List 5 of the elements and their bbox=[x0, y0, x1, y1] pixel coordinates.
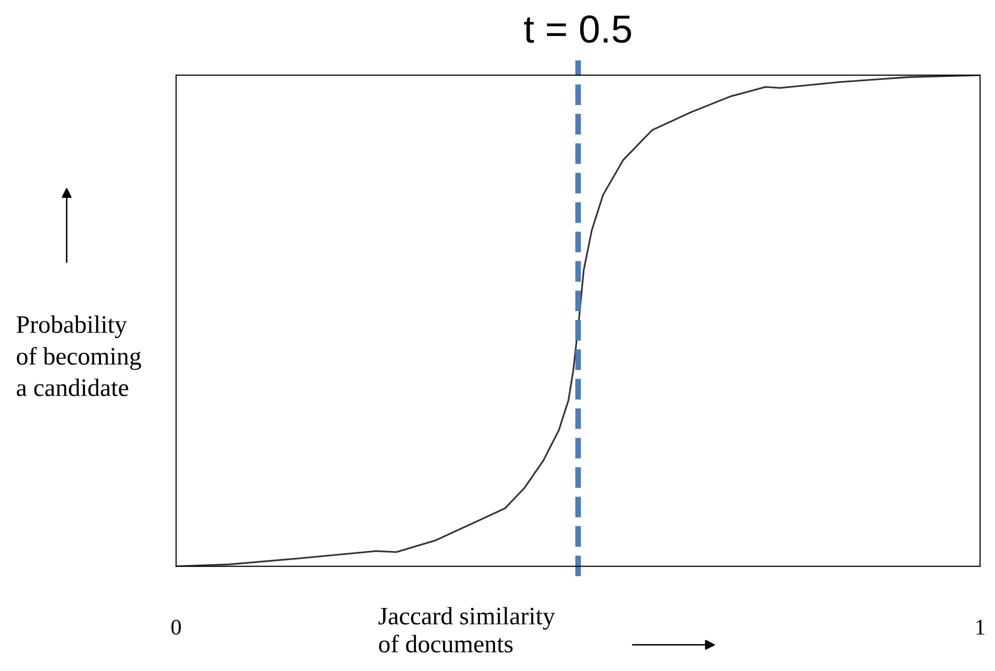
ref-line-label: t = 0.5 bbox=[524, 15, 632, 43]
x-axis-title: Jaccard similarity of documents bbox=[378, 606, 556, 652]
x-tick-label: 1 bbox=[976, 620, 984, 635]
y-axis-title: Probability of becoming a candidate bbox=[16, 315, 142, 396]
x-tick-label: 0 bbox=[171, 620, 181, 635]
